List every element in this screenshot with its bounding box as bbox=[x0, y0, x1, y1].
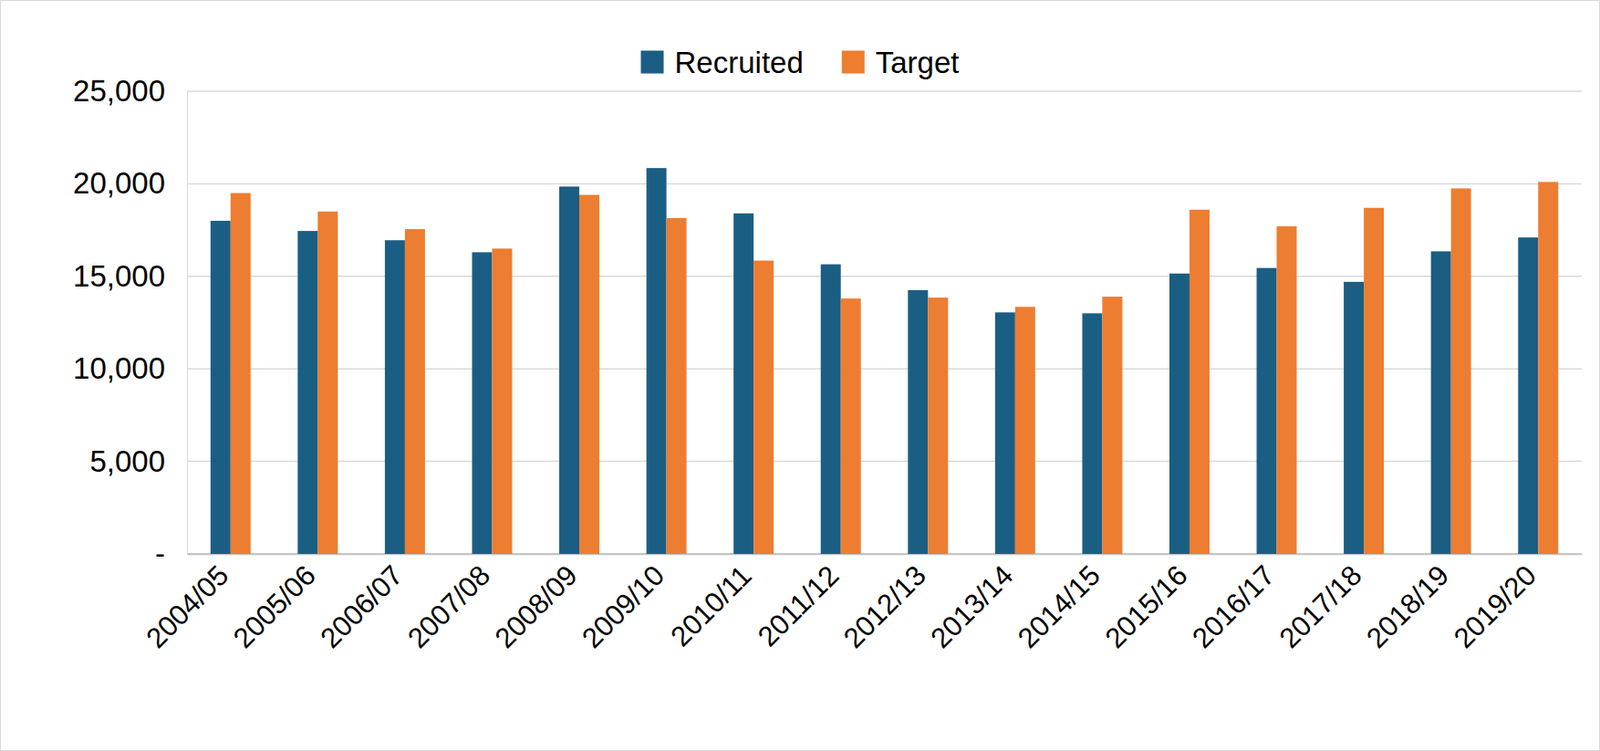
x-tick: 2004/05 bbox=[139, 553, 235, 655]
y-tick: 25,000 bbox=[72, 73, 188, 108]
bar bbox=[1363, 207, 1384, 554]
bar bbox=[1343, 281, 1364, 554]
x-tick-label: 2018/19 bbox=[1360, 559, 1455, 655]
bar bbox=[841, 298, 862, 554]
x-tick: 2005/06 bbox=[227, 553, 323, 655]
y-tick: - bbox=[155, 536, 188, 571]
bar bbox=[1189, 209, 1210, 554]
y-tick-label: 10,000 bbox=[72, 351, 166, 385]
bar bbox=[1081, 312, 1102, 554]
bar bbox=[1451, 187, 1472, 554]
y-axis-line bbox=[187, 92, 188, 555]
y-tick: 5,000 bbox=[89, 444, 188, 478]
y-tick-label: 5,000 bbox=[89, 444, 166, 478]
x-tick: 2014/15 bbox=[1011, 553, 1107, 655]
grid-line bbox=[187, 90, 1582, 93]
bar bbox=[1431, 250, 1452, 554]
x-tick: 2011/12 bbox=[751, 553, 845, 653]
bar bbox=[820, 264, 842, 554]
legend-item: Recruited bbox=[641, 45, 804, 80]
x-tick: 2017/18 bbox=[1273, 553, 1369, 655]
x-tick-label: 2010/11 bbox=[664, 559, 758, 653]
x-tick: 2007/08 bbox=[401, 553, 497, 655]
plot: -5,00010,00015,00020,00025,0002004/05200… bbox=[72, 73, 1582, 655]
grid-line bbox=[187, 183, 1582, 186]
bar bbox=[405, 228, 426, 554]
bar bbox=[753, 260, 774, 554]
chart-border bbox=[0, 0, 1600, 751]
x-tick-label: 2019/20 bbox=[1447, 559, 1543, 655]
bar bbox=[1015, 306, 1036, 554]
x-tick-label: 2017/18 bbox=[1273, 559, 1369, 655]
legend-swatch bbox=[641, 51, 665, 74]
bar bbox=[579, 195, 600, 554]
bar bbox=[559, 186, 580, 554]
bar bbox=[471, 251, 492, 554]
bar-series bbox=[230, 181, 1559, 554]
x-tick-label: 2014/15 bbox=[1011, 559, 1107, 655]
x-tick: 2012/13 bbox=[837, 553, 933, 655]
y-tick: 10,000 bbox=[72, 351, 188, 385]
x-axis: 2004/052005/062006/072007/082008/092009/… bbox=[139, 553, 1582, 655]
bar bbox=[384, 239, 406, 554]
bar bbox=[907, 290, 928, 554]
y-tick-label: 15,000 bbox=[72, 259, 166, 293]
x-tick: 2008/09 bbox=[488, 553, 584, 655]
legend-label: Target bbox=[875, 45, 960, 80]
legend-label: Recruited bbox=[675, 45, 804, 80]
x-tick: 2013/14 bbox=[924, 553, 1019, 655]
bar bbox=[491, 248, 512, 554]
y-tick-label: 25,000 bbox=[72, 73, 166, 108]
x-tick-label: 2008/09 bbox=[488, 559, 584, 655]
bar-series bbox=[210, 167, 1538, 554]
y-tick: 20,000 bbox=[72, 166, 188, 200]
x-tick-label: 2005/06 bbox=[227, 559, 323, 655]
x-tick-label: 2009/10 bbox=[575, 559, 671, 655]
bar bbox=[297, 230, 318, 554]
x-tick-label: 2004/05 bbox=[139, 559, 235, 655]
x-tick: 2016/17 bbox=[1185, 553, 1281, 655]
bar bbox=[210, 220, 231, 554]
x-tick-label: 2011/12 bbox=[751, 559, 845, 653]
legend-swatch bbox=[841, 51, 865, 74]
x-tick: 2006/07 bbox=[314, 553, 410, 655]
bars bbox=[210, 167, 1559, 554]
bar bbox=[230, 193, 251, 554]
grid bbox=[187, 91, 1582, 554]
y-tick-label: 20,000 bbox=[72, 166, 166, 200]
bar bbox=[317, 211, 338, 554]
x-tick-label: 2007/08 bbox=[401, 559, 497, 655]
x-tick-label: 2016/17 bbox=[1185, 559, 1281, 655]
bar bbox=[1169, 273, 1190, 554]
bar bbox=[1517, 237, 1538, 554]
legend: Recruited Target bbox=[641, 45, 960, 80]
x-tick-label: 2015/16 bbox=[1099, 559, 1195, 655]
x-tick: 2018/19 bbox=[1360, 553, 1455, 655]
y-axis: - 5,000 10,000 15,000 20,000 25,000 bbox=[72, 73, 188, 571]
x-tick: 2010/11 bbox=[664, 553, 758, 653]
y-tick-label: - bbox=[155, 536, 166, 571]
x-tick-label: 2012/13 bbox=[837, 559, 933, 655]
x-tick: 2009/10 bbox=[575, 553, 671, 655]
x-tick: 2019/20 bbox=[1447, 553, 1543, 655]
bar bbox=[1101, 296, 1123, 554]
x-tick: 2015/16 bbox=[1099, 553, 1195, 655]
y-tick: 15,000 bbox=[72, 259, 188, 293]
chart: -5,00010,00015,00020,00025,0002004/05200… bbox=[0, 0, 1600, 751]
bar bbox=[733, 213, 754, 554]
bar bbox=[1537, 181, 1559, 554]
legend-item: Target bbox=[841, 45, 960, 80]
bar bbox=[1257, 268, 1278, 554]
x-tick-label: 2013/14 bbox=[924, 559, 1019, 655]
bar bbox=[995, 311, 1016, 554]
x-tick-label: 2006/07 bbox=[314, 559, 410, 655]
bar bbox=[927, 297, 948, 554]
bar bbox=[646, 167, 667, 554]
bar bbox=[1277, 226, 1298, 554]
bar bbox=[666, 218, 687, 554]
